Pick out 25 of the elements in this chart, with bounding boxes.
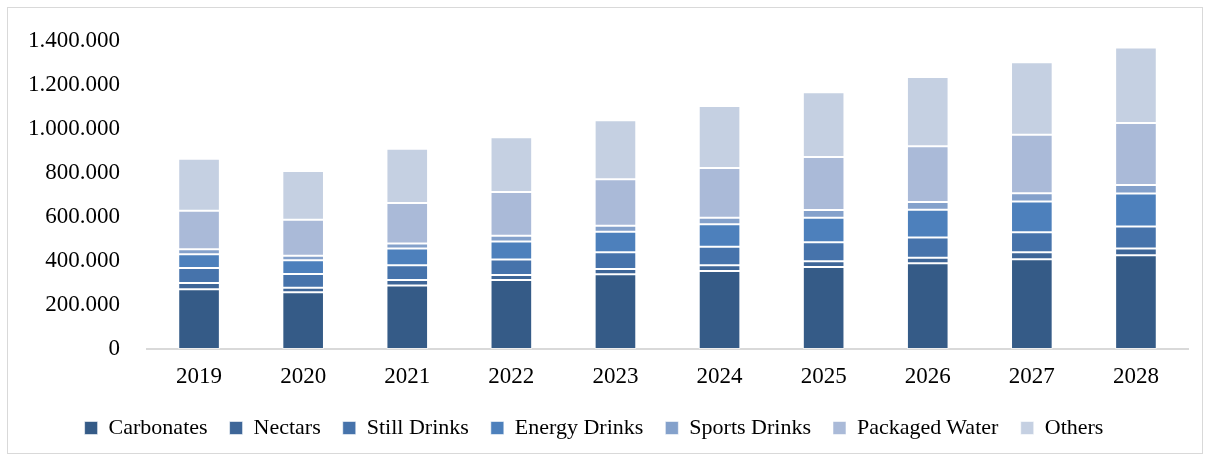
x-tick-label: 2022 [488,362,535,388]
y-tick-label: 1.000.000 [28,114,120,140]
x-tick-label: 2024 [696,362,744,388]
x-tick-label: 2028 [1112,362,1159,388]
y-tick-label: 800.000 [45,158,120,184]
x-tick-label: 2021 [384,362,431,388]
legend-label: Packaged Water [856,413,1000,439]
y-tick-label: 600.000 [45,202,120,228]
x-tick-label: 2027 [1008,362,1055,388]
y-tick-label: 200.000 [45,291,120,317]
legend-label: Sports Drinks [689,413,811,439]
x-tick-label: 2026 [904,362,951,388]
y-tick-label: 1.400.000 [28,26,120,52]
legend-label: Carbonates [108,413,208,439]
x-tick-label: 2025 [800,362,847,388]
y-tick-label: 1.200.000 [28,70,120,96]
legend-label: Still Drinks [366,413,469,439]
x-tick-label: 2019 [176,362,223,388]
legend-label: Others [1044,413,1104,439]
x-tick-label: 2020 [280,362,327,388]
y-tick-label: 0 [108,335,120,361]
legend-label: Nectars [253,413,321,439]
y-tick-label: 400.000 [45,246,120,272]
legend-label: Energy Drinks [514,413,644,439]
x-tick-label: 2023 [592,362,639,388]
